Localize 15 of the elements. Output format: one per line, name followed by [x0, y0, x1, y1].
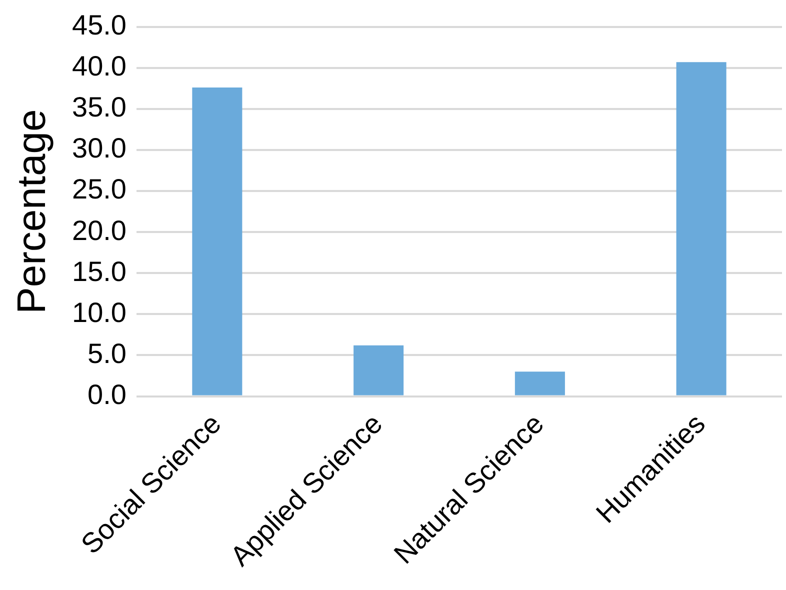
y-tick-label: 15.0 — [72, 256, 126, 287]
y-tick-label: 45.0 — [72, 10, 126, 41]
bar — [514, 372, 565, 396]
y-tick-label: 40.0 — [72, 50, 126, 82]
y-tick-label: 30.0 — [72, 132, 126, 164]
y-tick-label: 0.0 — [88, 378, 126, 410]
y-tick-label: 10.0 — [72, 296, 126, 328]
bar — [676, 62, 726, 396]
y-tick-label: 35.0 — [72, 92, 126, 123]
y-axis-title: Percentage — [10, 109, 54, 314]
bar — [192, 88, 242, 396]
y-tick-label: 5.0 — [88, 338, 126, 369]
y-tick-label: 20.0 — [72, 214, 126, 246]
y-tick-label: 25.0 — [72, 174, 126, 205]
bar — [354, 345, 404, 396]
